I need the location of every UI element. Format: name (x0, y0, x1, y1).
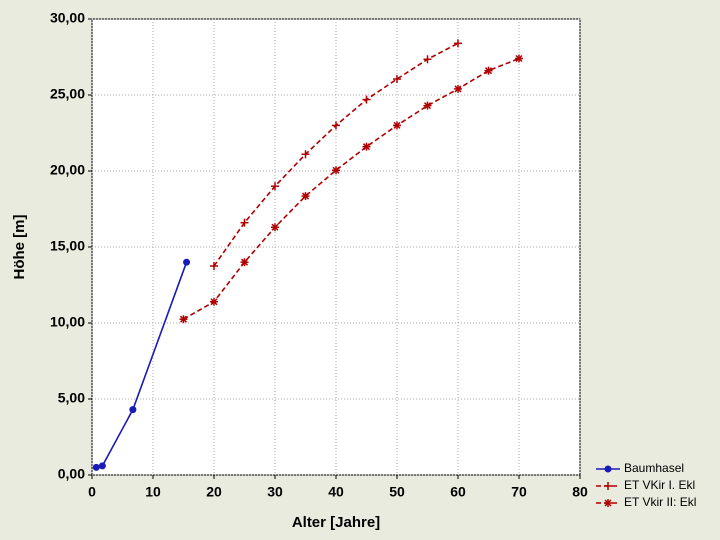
marker-stroke (240, 258, 249, 266)
y-tick-label: 0,00 (58, 466, 85, 482)
y-tick-label: 20,00 (50, 162, 85, 178)
marker (393, 75, 401, 84)
x-tick-label: 30 (267, 484, 283, 500)
legend-label: Baumhasel (624, 461, 684, 475)
marker-stroke (604, 499, 612, 507)
x-tick-label: 80 (572, 484, 588, 500)
x-tick-label: 60 (450, 484, 466, 500)
marker (362, 142, 371, 151)
marker (604, 499, 612, 507)
marker (604, 482, 612, 490)
marker-stroke (454, 85, 462, 93)
marker-stroke (332, 166, 340, 174)
marker (362, 95, 371, 104)
marker-dot (92, 463, 100, 471)
y-tick-label: 25,00 (50, 86, 85, 102)
marker (484, 66, 493, 75)
marker (332, 166, 340, 175)
marker-stroke (179, 315, 188, 323)
marker-stroke (362, 143, 371, 151)
y-tick-label: 15,00 (50, 238, 85, 254)
y-axis-title: Höhe [m] (11, 215, 28, 280)
marker (240, 258, 249, 267)
marker (423, 101, 432, 110)
marker (332, 121, 340, 130)
marker (210, 262, 218, 270)
marker (301, 150, 310, 159)
marker-stroke (210, 298, 218, 306)
y-tick-label: 30,00 (50, 10, 85, 26)
x-tick-label: 40 (328, 484, 344, 500)
marker (92, 463, 100, 471)
marker (179, 315, 188, 324)
marker (423, 55, 432, 64)
marker (271, 182, 279, 191)
x-tick-label: 0 (88, 484, 96, 500)
marker-stroke (301, 192, 310, 200)
x-axis-title: Alter [Jahre] (292, 514, 380, 531)
marker (454, 84, 462, 93)
series-line (183, 57, 520, 320)
marker-stroke (515, 54, 523, 63)
marker (210, 297, 218, 306)
marker-stroke (484, 67, 493, 75)
marker (240, 218, 249, 227)
marker (271, 223, 279, 232)
y-tick-label: 10,00 (50, 314, 85, 330)
x-tick-label: 20 (206, 484, 222, 500)
marker (98, 462, 106, 470)
marker-stroke (271, 223, 279, 231)
marker (301, 192, 310, 201)
y-tick-label: 5,00 (58, 390, 85, 406)
legend-label: ET VKir I. Ekl (624, 478, 695, 492)
marker-dot (129, 406, 137, 414)
x-tick-label: 10 (145, 484, 161, 500)
marker-dot (183, 258, 191, 266)
marker (454, 39, 462, 48)
marker-dot (98, 462, 106, 470)
marker (393, 121, 401, 130)
x-tick-label: 70 (511, 484, 527, 500)
marker-stroke (393, 121, 401, 129)
x-tick-label: 50 (389, 484, 405, 500)
marker (183, 258, 191, 266)
marker (515, 54, 523, 63)
marker (604, 465, 612, 473)
marker-dot (604, 465, 612, 473)
legend-label: ET Vkir II: Ekl (624, 495, 696, 509)
marker (129, 406, 137, 414)
marker-stroke (423, 102, 432, 110)
